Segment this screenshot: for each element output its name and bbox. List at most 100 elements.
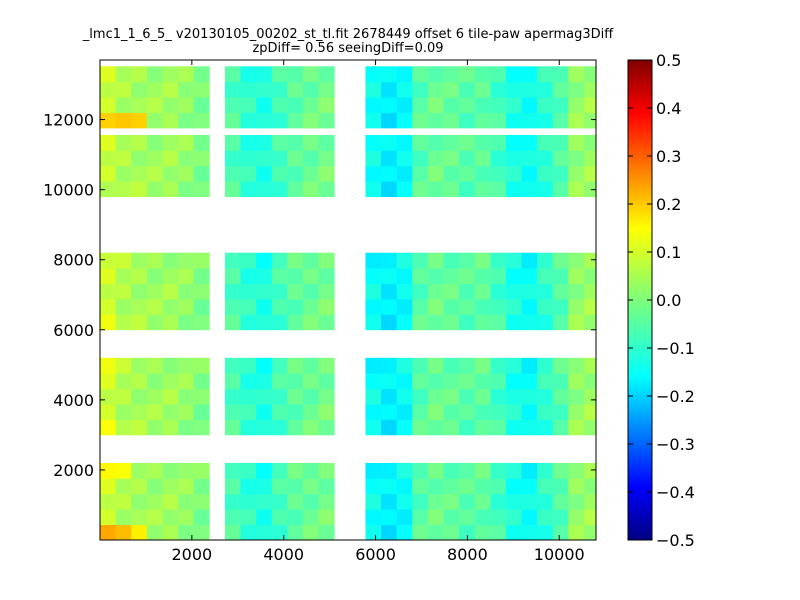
heatmap-cell xyxy=(240,357,257,374)
heatmap-cell xyxy=(146,462,163,479)
heatmap-cell xyxy=(131,150,148,167)
heatmap-cell xyxy=(240,478,257,495)
heatmap-cell xyxy=(256,134,273,151)
heatmap-cell xyxy=(521,524,538,541)
heatmap-cell xyxy=(224,478,241,495)
heatmap-cell xyxy=(537,404,554,420)
heatmap-cell xyxy=(459,509,476,525)
heatmap-cell xyxy=(240,268,257,284)
heatmap-cell xyxy=(459,81,476,98)
heatmap-cell xyxy=(287,478,304,495)
heatmap-cell xyxy=(459,112,476,129)
heatmap-cell xyxy=(115,97,132,113)
heatmap-cell xyxy=(287,283,304,300)
heatmap-cell xyxy=(552,97,569,113)
heatmap-cell xyxy=(146,314,163,331)
heatmap-cell xyxy=(505,150,522,167)
heatmap-cell xyxy=(193,404,210,420)
heatmap-cell xyxy=(302,357,320,374)
heatmap-cell xyxy=(381,150,398,167)
colorbar-tick-label: 0.4 xyxy=(656,99,681,118)
heatmap-cell xyxy=(193,524,210,541)
x-axis: 2000 4000 6000 8000 10000 xyxy=(171,60,585,564)
heatmap-cell xyxy=(365,150,382,167)
heatmap-cell xyxy=(396,112,413,129)
heatmap-cell xyxy=(256,462,273,479)
heatmap-cell xyxy=(474,462,491,479)
heatmap-cell xyxy=(412,373,429,390)
heatmap-cell xyxy=(224,268,241,284)
heatmap-cell xyxy=(490,181,507,198)
heatmap-cell xyxy=(146,66,163,83)
heatmap-cell xyxy=(505,283,522,300)
heatmap-cell xyxy=(505,112,522,129)
heatmap-cell xyxy=(490,388,507,405)
heatmap-cell xyxy=(178,419,195,436)
heatmap-cell xyxy=(443,419,460,436)
heatmap-cell xyxy=(365,478,382,495)
heatmap-cell xyxy=(178,165,195,182)
heatmap-cell xyxy=(443,81,460,98)
heatmap-cell xyxy=(443,524,460,541)
heatmap-cell xyxy=(240,298,257,315)
heatmap-cell xyxy=(474,112,491,129)
heatmap-cell xyxy=(381,404,398,420)
heatmap-cell xyxy=(396,524,413,541)
heatmap-cell xyxy=(240,404,257,420)
heatmap-cell xyxy=(505,298,522,315)
heatmap-cell xyxy=(271,112,288,129)
heatmap-cell xyxy=(240,314,257,331)
heatmap-cell xyxy=(318,493,335,510)
heatmap-cell xyxy=(427,81,444,98)
heatmap-cell xyxy=(162,478,179,495)
heatmap-cell xyxy=(318,524,335,541)
heatmap-cell xyxy=(396,478,413,495)
heatmap-cell xyxy=(318,373,335,390)
colorbar-tick-label: 0.0 xyxy=(656,291,681,310)
heatmap-cell xyxy=(537,373,554,390)
heatmap-cell xyxy=(396,388,413,405)
heatmap-cell xyxy=(271,150,288,167)
heatmap-cell xyxy=(474,493,491,510)
heatmap-cell xyxy=(505,404,522,420)
heatmap-cell xyxy=(584,268,597,284)
heatmap-cell xyxy=(443,314,460,331)
heatmap-cell xyxy=(552,509,569,525)
heatmap-cell xyxy=(537,524,554,541)
heatmap-cell xyxy=(443,298,460,315)
heatmap-cell xyxy=(100,66,117,83)
heatmap-cell xyxy=(146,283,163,300)
heatmap-cell xyxy=(240,165,257,182)
heatmap-cell xyxy=(521,493,538,510)
heatmap-cell xyxy=(365,165,382,182)
heatmap-cell xyxy=(318,150,335,167)
heatmap-cell xyxy=(490,112,507,129)
heatmap-cell xyxy=(224,388,241,405)
heatmap-cell xyxy=(162,150,179,167)
heatmap-cell xyxy=(552,112,569,129)
heatmap-cell xyxy=(146,493,163,510)
heatmap-cell xyxy=(162,165,179,182)
heatmap-cell xyxy=(396,373,413,390)
heatmap-cell xyxy=(427,134,444,151)
heatmap-cell xyxy=(318,66,335,83)
heatmap-cell xyxy=(490,298,507,315)
x-tick-label: 8000 xyxy=(447,545,488,564)
heatmap-cell xyxy=(396,419,413,436)
heatmap-cell xyxy=(490,268,507,284)
heatmap-cell xyxy=(474,165,491,182)
heatmap-cell xyxy=(396,283,413,300)
heatmap-cell xyxy=(427,283,444,300)
heatmap-cell xyxy=(365,66,382,83)
heatmap-cell xyxy=(287,66,304,83)
heatmap-cell xyxy=(224,404,241,420)
heatmap-cell xyxy=(131,524,148,541)
heatmap-cell xyxy=(505,165,522,182)
heatmap-cell xyxy=(537,81,554,98)
heatmap-cell xyxy=(100,462,117,479)
heatmap-cell xyxy=(505,524,522,541)
heatmap-cell xyxy=(568,66,585,83)
y-tick-label: 12000 xyxy=(43,111,94,130)
heatmap-cell xyxy=(568,283,585,300)
heatmap-cell xyxy=(521,81,538,98)
